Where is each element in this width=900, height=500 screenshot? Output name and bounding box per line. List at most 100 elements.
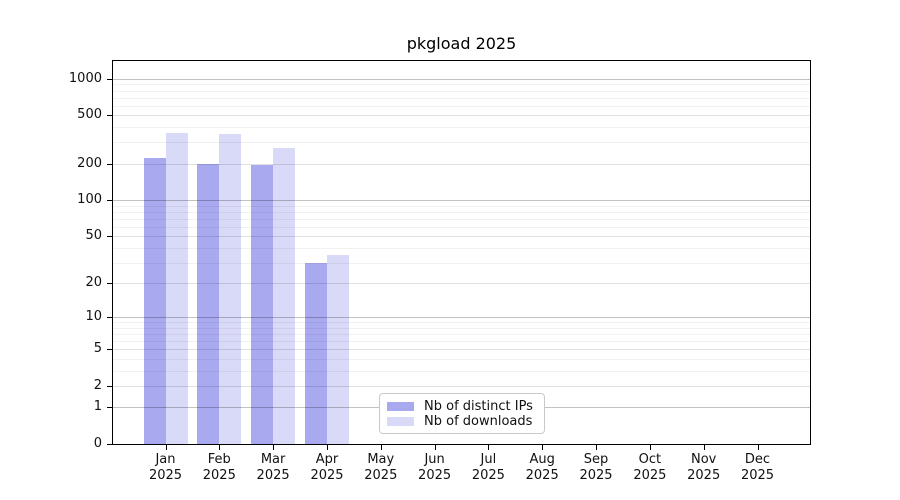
x-year-label: 2025 <box>471 468 505 483</box>
x-tick-mark <box>165 445 167 450</box>
gridline-1000 <box>113 78 810 80</box>
x-tick-label: Apr 2025 <box>297 452 357 484</box>
x-year-label: 2025 <box>310 468 344 483</box>
gridline-40 <box>113 247 810 249</box>
bar-distinct-ips <box>305 262 327 444</box>
x-month-label: Dec <box>744 452 771 467</box>
x-tick-label: Jul 2025 <box>458 452 518 484</box>
gridline-8 <box>113 327 810 329</box>
x-month-label: Mar <box>260 452 286 467</box>
y-tick-label: 10 <box>85 309 102 325</box>
gridline-2 <box>113 385 810 387</box>
chart-title: pkgload 2025 <box>406 34 517 53</box>
gridline-500 <box>113 115 810 117</box>
bar-downloads <box>273 147 296 444</box>
gridline-700 <box>113 97 810 99</box>
x-month-label: Nov <box>691 452 717 467</box>
y-tick-mark <box>107 236 113 238</box>
y-tick-mark <box>107 200 113 201</box>
x-tick-label: Jun 2025 <box>405 452 465 484</box>
y-tick-mark <box>107 385 113 387</box>
gridline-70 <box>113 218 810 220</box>
x-tick-mark <box>649 445 651 450</box>
gridline-900 <box>113 84 810 86</box>
x-year-label: 2025 <box>256 468 290 483</box>
y-tick-mark <box>107 163 113 165</box>
x-year-label: 2025 <box>740 468 775 483</box>
x-month-label: Feb <box>207 452 231 467</box>
x-month-label: May <box>367 452 395 467</box>
y-tick-mark <box>107 349 113 351</box>
x-year-label: 2025 <box>579 468 613 483</box>
x-year-label: 2025 <box>364 468 398 483</box>
x-tick-label: Nov 2025 <box>674 452 734 484</box>
y-tick-label: 0 <box>93 436 102 451</box>
gridline-6 <box>113 341 810 343</box>
x-tick-label: Feb 2025 <box>189 452 249 484</box>
y-tick-mark <box>107 444 113 445</box>
gridline-10 <box>113 317 810 319</box>
bar-distinct-ips <box>251 165 274 444</box>
legend-label: Nb of downloads <box>424 414 533 429</box>
x-year-label: 2025 <box>687 468 721 483</box>
x-month-label: Jan <box>155 452 176 467</box>
x-tick-mark <box>596 445 597 450</box>
bar-downloads <box>165 132 188 444</box>
gridline-20 <box>113 283 810 285</box>
gridline-300 <box>113 142 810 144</box>
y-tick-label: 50 <box>85 228 102 244</box>
x-tick-mark <box>542 445 544 450</box>
x-tick-mark <box>434 445 436 450</box>
plot-area <box>112 60 811 445</box>
y-tick-mark <box>107 283 113 285</box>
legend: Nb of distinct IPs Nb of downloads <box>379 393 545 434</box>
gridline-800 <box>113 90 810 92</box>
x-tick-label: Mar 2025 <box>243 452 303 484</box>
x-tick-mark <box>703 445 705 450</box>
y-tick-label: 1 <box>93 399 102 415</box>
x-year-label: 2025 <box>202 468 236 483</box>
gridline-7 <box>113 334 810 336</box>
x-tick-mark <box>488 445 490 450</box>
gridline-50 <box>113 236 810 238</box>
x-month-label: Aug <box>529 452 555 467</box>
gridline-400 <box>113 127 810 129</box>
x-tick-label: Jan 2025 <box>136 452 196 484</box>
legend-row: Nb of distinct IPs <box>387 399 538 414</box>
y-tick-label: 20 <box>85 275 102 291</box>
x-year-label: 2025 <box>633 468 667 483</box>
legend-label: Nb of distinct IPs <box>424 399 533 414</box>
x-tick-mark <box>327 445 328 450</box>
y-tick-mark <box>107 115 113 117</box>
y-tick-label: 2 <box>93 377 102 393</box>
gridline-9 <box>113 322 810 324</box>
gridline-4 <box>113 358 810 360</box>
x-year-label: 2025 <box>148 468 183 483</box>
gridline-100 <box>113 200 810 201</box>
x-month-label: Jun <box>424 452 445 467</box>
x-tick-mark <box>757 445 759 450</box>
legend-swatch <box>387 402 414 411</box>
x-month-label: Apr <box>315 452 339 467</box>
y-tick-label: 100 <box>77 192 102 207</box>
x-tick-label: Sep 2025 <box>566 452 626 484</box>
y-tick-label: 1000 <box>68 70 102 86</box>
x-tick-label: Dec 2025 <box>728 452 788 484</box>
legend-row: Nb of downloads <box>387 414 538 429</box>
bar-distinct-ips <box>197 163 220 444</box>
y-tick-label: 500 <box>77 107 102 123</box>
bar-downloads <box>327 254 349 444</box>
x-month-label: Oct <box>638 452 662 467</box>
y-tick-mark <box>107 317 113 319</box>
gridline-600 <box>113 105 810 107</box>
gridline-30 <box>113 262 810 264</box>
x-tick-label: Oct 2025 <box>620 452 680 484</box>
x-tick-mark <box>380 445 382 450</box>
bar-downloads <box>219 133 242 444</box>
gridline-200 <box>113 163 810 165</box>
y-tick-label: 5 <box>93 341 102 357</box>
x-tick-label: Aug 2025 <box>512 452 572 484</box>
gridline-60 <box>113 226 810 228</box>
gridline-3 <box>113 370 810 372</box>
gridline-80 <box>113 211 810 213</box>
